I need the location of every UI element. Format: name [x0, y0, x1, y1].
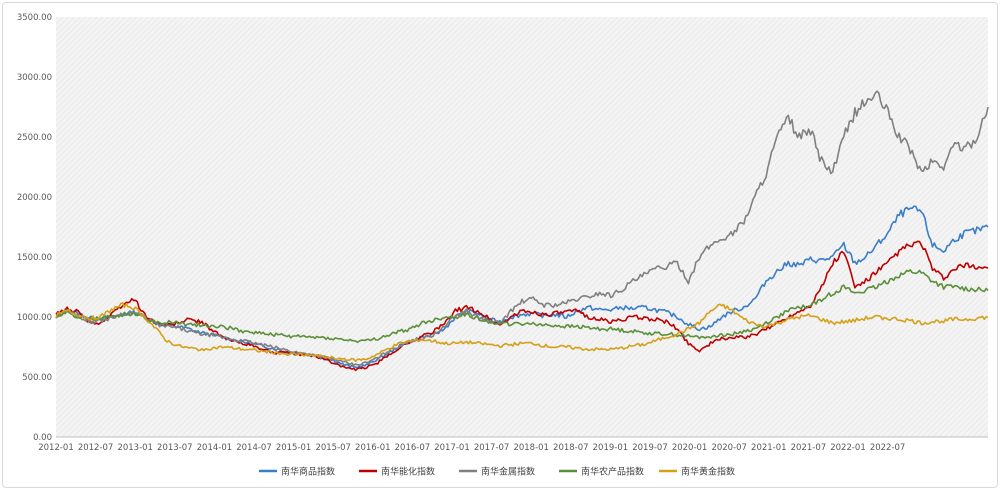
- y-tick-label: 0.00: [33, 433, 52, 443]
- y-axis: 0.00 500.00 1000.00 1500.00 2000.00 2500.00 30…: [17, 13, 52, 443]
- line-chart: 0.00 500.00 1000.00 1500.00 2000.00 2500.00 30…: [17, 13, 989, 478]
- x-tick-label: 2018-01: [513, 443, 549, 453]
- series-line-1: [55, 240, 989, 372]
- series-line-2: [55, 90, 989, 367]
- legend-label: 南华黄金指数: [681, 466, 735, 478]
- x-tick-label: 2019-07: [632, 443, 668, 453]
- series-line-3: [55, 269, 989, 344]
- y-tick-label: 500.00: [22, 373, 52, 383]
- y-tick-label: 3500.00: [17, 13, 52, 23]
- x-tick-label: 2020-07: [711, 443, 747, 453]
- x-tick-label: 2013-07: [157, 443, 193, 453]
- x-tick-label: 2015-07: [315, 443, 351, 453]
- y-tick-label: 1000.00: [17, 313, 52, 323]
- y-tick-label: 2500.00: [17, 133, 52, 143]
- x-tick-label: 2019-01: [593, 443, 629, 453]
- x-tick-label: 2020-01: [672, 443, 708, 453]
- x-tick-label: 2013-01: [117, 443, 153, 453]
- series-layer: [55, 90, 989, 372]
- x-tick-label: 2014-07: [236, 443, 272, 453]
- y-tick-label: 3000.00: [17, 73, 52, 83]
- x-tick-label: 2021-07: [791, 443, 827, 453]
- x-tick-label: 2022-01: [830, 443, 866, 453]
- y-tick-label: 1500.00: [17, 253, 52, 263]
- legend-label: 南华能化指数: [381, 466, 435, 478]
- x-tick-label: 2018-07: [553, 443, 589, 453]
- x-tick-label: 2021-01: [751, 443, 787, 453]
- x-axis: 2012-01 2012-07 2013-01 2013-07 2014-01 2014-…: [38, 436, 988, 453]
- x-tick-label: 2016-01: [355, 443, 391, 453]
- x-tick-label: 2012-01: [38, 443, 74, 453]
- x-tick-label: 2014-01: [197, 443, 233, 453]
- y-tick-label: 2000.00: [17, 193, 52, 203]
- x-tick-label: 2012-07: [78, 443, 114, 453]
- legend: 南华商品指数 南华能化指数 南华金属指数 南华农产品指数 南华黄金指数: [259, 466, 735, 478]
- x-tick-label: 2017-07: [474, 443, 510, 453]
- series-line-4: [55, 301, 988, 363]
- x-tick-label: 2015-01: [276, 443, 312, 453]
- x-tick-label: 2022-07: [870, 443, 906, 453]
- x-tick-label: 2016-07: [395, 443, 431, 453]
- legend-label: 南华农产品指数: [581, 466, 644, 478]
- plot-area: [56, 17, 988, 437]
- x-tick-label: 2017-01: [434, 443, 470, 453]
- legend-label: 南华商品指数: [281, 466, 335, 478]
- legend-label: 南华金属指数: [481, 466, 535, 478]
